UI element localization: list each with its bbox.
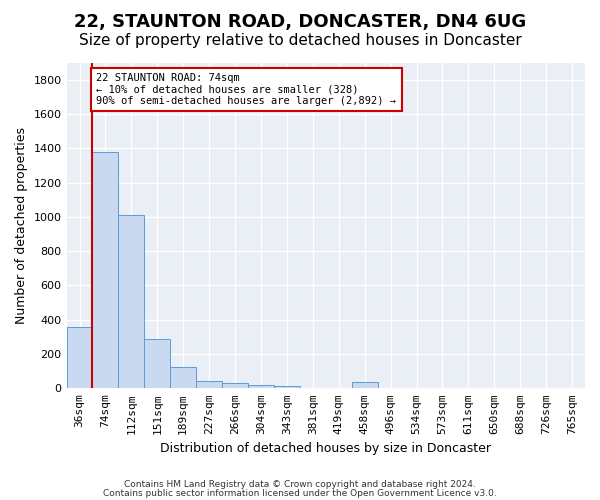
Bar [352, 382, 377, 388]
Bar [92, 152, 118, 388]
Bar [274, 386, 300, 388]
Bar [145, 340, 170, 388]
Text: Size of property relative to detached houses in Doncaster: Size of property relative to detached ho… [79, 32, 521, 48]
Bar [170, 367, 196, 388]
Bar [118, 215, 145, 388]
Text: 22, STAUNTON ROAD, DONCASTER, DN4 6UG: 22, STAUNTON ROAD, DONCASTER, DN4 6UG [74, 12, 526, 30]
Bar [67, 328, 92, 388]
Bar [222, 383, 248, 388]
Text: Contains public sector information licensed under the Open Government Licence v3: Contains public sector information licen… [103, 488, 497, 498]
Y-axis label: Number of detached properties: Number of detached properties [15, 127, 28, 324]
Text: Contains HM Land Registry data © Crown copyright and database right 2024.: Contains HM Land Registry data © Crown c… [124, 480, 476, 489]
X-axis label: Distribution of detached houses by size in Doncaster: Distribution of detached houses by size … [160, 442, 491, 455]
Bar [248, 384, 274, 388]
Bar [196, 382, 222, 388]
Text: 22 STAUNTON ROAD: 74sqm
← 10% of detached houses are smaller (328)
90% of semi-d: 22 STAUNTON ROAD: 74sqm ← 10% of detache… [97, 73, 397, 106]
